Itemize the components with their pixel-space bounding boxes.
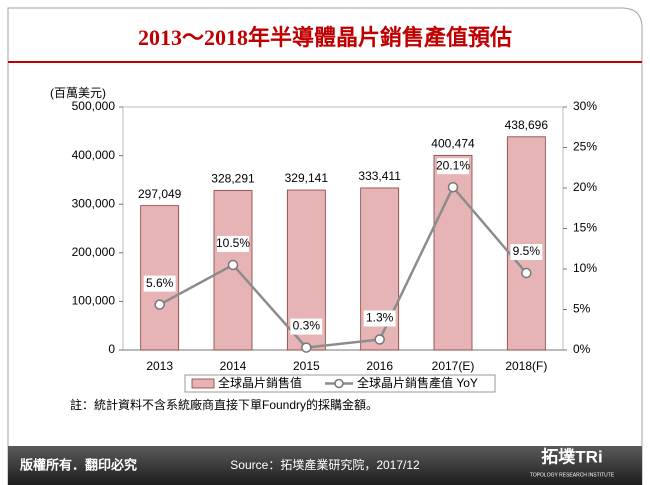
bar-value-label: 400,474: [431, 137, 475, 151]
bar-value-label: 329,141: [285, 171, 329, 185]
y-tick-label: 300,000: [72, 196, 116, 210]
label-bg: [510, 244, 543, 261]
legend-label: 全球晶片銷售產值 YoY: [357, 375, 478, 390]
yoy-value-label: 1.3%: [366, 311, 394, 325]
yoy-line: [159, 184, 528, 349]
x-tick-label: 2015: [293, 359, 320, 373]
chart-title: 2013～2018年半導體晶片銷售產值預估: [138, 25, 512, 50]
bar-value-label: 438,696: [505, 118, 549, 132]
y-tick-label: 0: [108, 342, 115, 356]
label-bg: [217, 235, 249, 252]
y2-tick-label: 30%: [573, 99, 597, 113]
bar: [213, 190, 253, 351]
legend-label: 全球晶片銷售值: [218, 375, 302, 390]
y2-tick-label: 0%: [573, 342, 591, 356]
legend-swatch: [191, 378, 215, 389]
y-tick-label: 100,000: [72, 294, 116, 308]
yoy-value-label: 20.1%: [436, 158, 470, 172]
label-bg: [143, 275, 176, 292]
yoy-marker: [447, 181, 459, 193]
label-bg: [363, 310, 396, 327]
yoy-marker: [227, 259, 239, 271]
y2-tick-label: 10%: [573, 261, 597, 275]
yoy-value-label: 0.3%: [293, 319, 321, 333]
x-tick-label: 2014: [220, 359, 247, 373]
legend-marker: [334, 378, 344, 389]
label-bg: [437, 158, 469, 175]
x-tick-label: 2016: [366, 359, 393, 373]
yoy-value-label: 10.5%: [216, 236, 250, 250]
yoy-marker: [301, 342, 312, 353]
copyright: 版權所有．翻印必究: [20, 457, 137, 472]
bar-value-label: 297,049: [138, 187, 182, 201]
x-tick-label: 2017(E): [432, 359, 475, 373]
y2-tick-label: 25%: [573, 140, 597, 154]
y2-tick-label: 5%: [573, 302, 591, 316]
logo-name: 拓墣TRi: [541, 447, 602, 466]
y-tick-label: 500,000: [72, 99, 116, 113]
source: Source：拓墣產業研究院，2017/12: [230, 457, 420, 472]
logo-subtitle: TOPOLOGY RESEARCH INSTITUTE: [530, 472, 615, 478]
yoy-marker: [374, 334, 385, 345]
x-tick-label: 2013: [146, 359, 173, 373]
bar-value-label: 333,411: [358, 169, 401, 183]
y-axis-unit: (百萬美元): [50, 86, 106, 100]
yoy-marker: [154, 299, 165, 310]
label-bg: [290, 318, 323, 335]
y-tick-label: 200,000: [72, 245, 116, 259]
footer-bar: [8, 446, 642, 485]
y-tick-label: 400,000: [72, 148, 116, 162]
y2-tick-label: 15%: [573, 221, 597, 235]
bar: [506, 136, 546, 351]
bar-value-label: 328,291: [211, 172, 255, 186]
yoy-value-label: 9.5%: [513, 244, 541, 258]
y2-tick-label: 20%: [573, 180, 597, 194]
x-tick-label: 2018(F): [505, 359, 547, 373]
note: 註：統計資料不含系統廠商直接下單Foundry的採購金額。: [70, 397, 378, 412]
yoy-value-label: 5.6%: [146, 276, 174, 290]
yoy-marker: [521, 267, 532, 279]
